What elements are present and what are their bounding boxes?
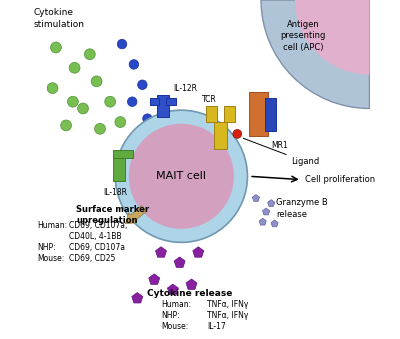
- Circle shape: [115, 117, 126, 127]
- Circle shape: [84, 49, 95, 60]
- Text: Mouse:: Mouse:: [161, 322, 188, 331]
- FancyBboxPatch shape: [224, 106, 234, 122]
- Text: Ligand: Ligand: [243, 138, 320, 166]
- Circle shape: [105, 96, 116, 107]
- Text: CD69, CD107a: CD69, CD107a: [70, 243, 126, 252]
- Circle shape: [68, 96, 78, 107]
- FancyBboxPatch shape: [157, 95, 169, 117]
- FancyBboxPatch shape: [266, 98, 276, 131]
- Text: CD69, CD25: CD69, CD25: [70, 254, 116, 263]
- Text: CD69, CD107a,: CD69, CD107a,: [70, 221, 128, 230]
- Circle shape: [61, 120, 72, 131]
- Text: IL-17: IL-17: [207, 322, 226, 331]
- Text: Cell proliferation: Cell proliferation: [305, 175, 375, 184]
- Circle shape: [138, 80, 147, 89]
- Text: Cytokine release: Cytokine release: [147, 289, 232, 298]
- Text: Human:: Human:: [161, 300, 191, 309]
- Circle shape: [143, 114, 152, 123]
- Circle shape: [129, 60, 139, 69]
- Text: Surface marker
upregulation: Surface marker upregulation: [76, 205, 149, 225]
- Text: IL-12R: IL-12R: [173, 84, 197, 93]
- Circle shape: [148, 131, 157, 140]
- FancyArrow shape: [126, 205, 146, 224]
- Text: TCR: TCR: [202, 95, 216, 104]
- Circle shape: [117, 39, 127, 49]
- Text: TNFα, IFNγ: TNFα, IFNγ: [207, 300, 248, 309]
- Circle shape: [50, 42, 61, 53]
- Circle shape: [129, 124, 234, 229]
- Circle shape: [128, 97, 137, 106]
- Circle shape: [91, 76, 102, 87]
- Text: Mouse:: Mouse:: [37, 254, 64, 263]
- Wedge shape: [261, 0, 370, 108]
- Text: MAIT cell: MAIT cell: [156, 171, 206, 181]
- FancyBboxPatch shape: [249, 92, 268, 136]
- Text: CD40L, 4-1BB: CD40L, 4-1BB: [70, 232, 122, 241]
- FancyBboxPatch shape: [112, 150, 133, 158]
- FancyBboxPatch shape: [206, 106, 217, 122]
- FancyBboxPatch shape: [166, 98, 176, 105]
- Text: Antigen
presenting
cell (APC): Antigen presenting cell (APC): [281, 20, 326, 52]
- Text: Human:: Human:: [37, 221, 68, 230]
- Circle shape: [78, 103, 88, 114]
- Circle shape: [115, 110, 248, 242]
- Text: Cytokine
stimulation: Cytokine stimulation: [34, 8, 85, 28]
- FancyBboxPatch shape: [112, 156, 125, 181]
- FancyBboxPatch shape: [150, 98, 159, 105]
- Circle shape: [94, 123, 106, 134]
- Text: IL-18R: IL-18R: [103, 188, 127, 197]
- Text: TNFα, IFNγ: TNFα, IFNγ: [207, 311, 248, 320]
- Circle shape: [69, 62, 80, 73]
- Text: MR1: MR1: [271, 141, 288, 150]
- Text: Granzyme B
release: Granzyme B release: [276, 198, 328, 219]
- Text: NHP:: NHP:: [37, 243, 56, 252]
- Text: NHP:: NHP:: [161, 311, 180, 320]
- Wedge shape: [295, 0, 370, 75]
- FancyBboxPatch shape: [214, 122, 227, 149]
- Circle shape: [47, 83, 58, 94]
- Circle shape: [233, 129, 242, 138]
